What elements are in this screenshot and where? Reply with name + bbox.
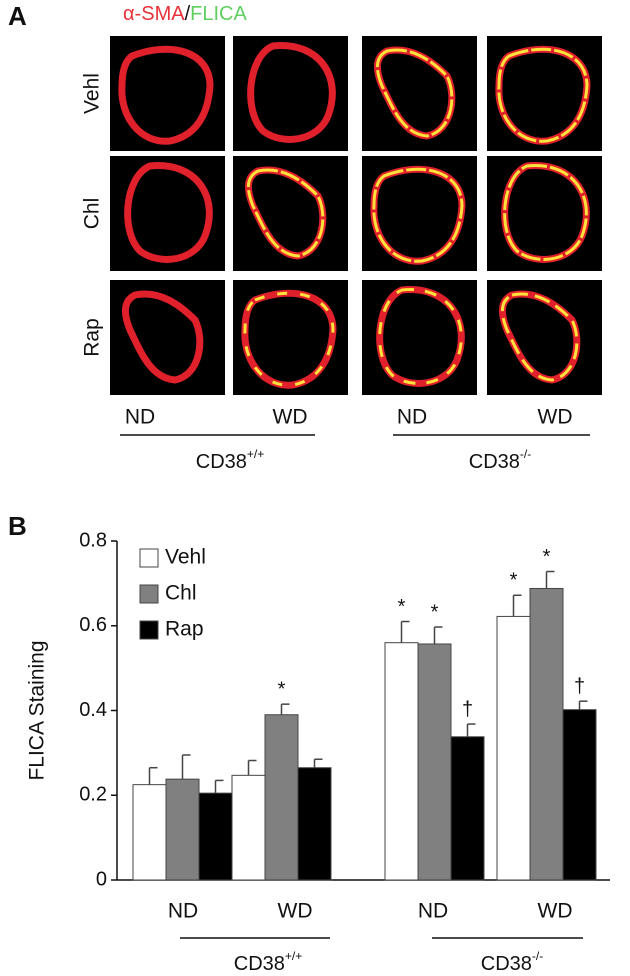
bar [231,774,266,881]
group-base: CD38 [234,953,285,975]
vessel-ring-flica [500,292,579,382]
bar [496,615,531,881]
vessel-ring [118,45,214,145]
micrograph [110,36,225,151]
bar [198,792,233,881]
micrograph [362,36,477,151]
column-label: WD [538,406,573,429]
significance-marker: * [543,546,551,568]
group-label: CD38-/- [481,949,543,975]
vessel-ring [124,162,213,263]
bar [264,714,299,881]
group-base: CD38 [469,451,520,473]
micrograph [110,280,225,395]
vessel-ring-flica [246,168,325,258]
bar [562,709,597,881]
y-tick-label: 0.6 [79,614,107,636]
stain-separator: / [185,3,191,25]
x-tick-label: ND [168,900,198,923]
legend-swatch [139,548,159,568]
vessel-ring-flica [372,167,464,263]
micrograph [110,156,225,271]
group-sup: -/- [532,949,543,963]
x-tick-label: WD [538,900,573,923]
vessel-ring [121,290,204,384]
group-sup: +/+ [247,447,264,461]
micrograph [233,280,348,395]
panel-label: B [8,511,27,541]
legend-label: Rap [165,618,204,641]
bar [132,784,167,881]
vessel-ring-flica [503,164,588,261]
significance-marker: † [574,675,585,697]
micrograph [487,36,602,151]
y-tick-label: 0.2 [79,784,107,806]
column-label: ND [125,406,155,429]
significance-marker: † [462,698,473,720]
vessel-ring-flica [378,288,463,385]
bar [297,767,332,881]
significance-marker: * [398,596,406,618]
y-tick-label: 0 [96,868,107,890]
y-axis-title: FLICA Staining [26,640,49,780]
vessel-ring-flica [375,48,454,138]
legend-label: Chl [165,582,197,605]
vessel-ring [241,289,337,389]
x-tick-label: WD [278,900,313,923]
significance-marker: * [278,678,286,700]
column-label: ND [397,406,427,429]
group-label: CD38+/+ [196,447,265,473]
bar [450,736,485,881]
micrograph [362,280,477,395]
y-tick-label: 0.4 [79,699,107,721]
y-tick-label: 0.8 [79,529,107,551]
significance-marker: * [431,601,439,623]
stain-green: FLICA [190,3,247,25]
x-tick-label: ND [418,900,448,923]
micrograph [233,156,348,271]
micrograph [487,280,602,395]
bar [165,778,200,881]
micrograph [362,156,477,271]
vessel-ring [247,42,336,143]
group-label: CD38+/+ [234,949,303,975]
significance-marker: * [510,570,518,592]
stain-title: α-SMA/FLICA [123,3,247,25]
bar [384,642,419,881]
stain-red: α-SMA [123,3,185,25]
vessel-ring-flica [497,47,589,143]
micrograph [233,36,348,151]
group-sup: -/- [520,447,531,461]
row-label: Vehl [81,73,104,114]
group-base: CD38 [196,451,247,473]
legend-swatch [139,620,159,640]
group-base: CD38 [481,953,532,975]
column-label: WD [273,406,308,429]
legend-swatch [139,584,159,604]
panel-label: A [8,1,27,31]
micrograph [487,156,602,271]
row-label: Rap [81,318,104,357]
group-label: CD38-/- [469,447,531,473]
group-sup: +/+ [285,949,302,963]
bar [417,643,452,881]
bar [529,587,564,881]
legend-label: Vehl [165,546,206,569]
row-label: Chl [81,198,104,230]
